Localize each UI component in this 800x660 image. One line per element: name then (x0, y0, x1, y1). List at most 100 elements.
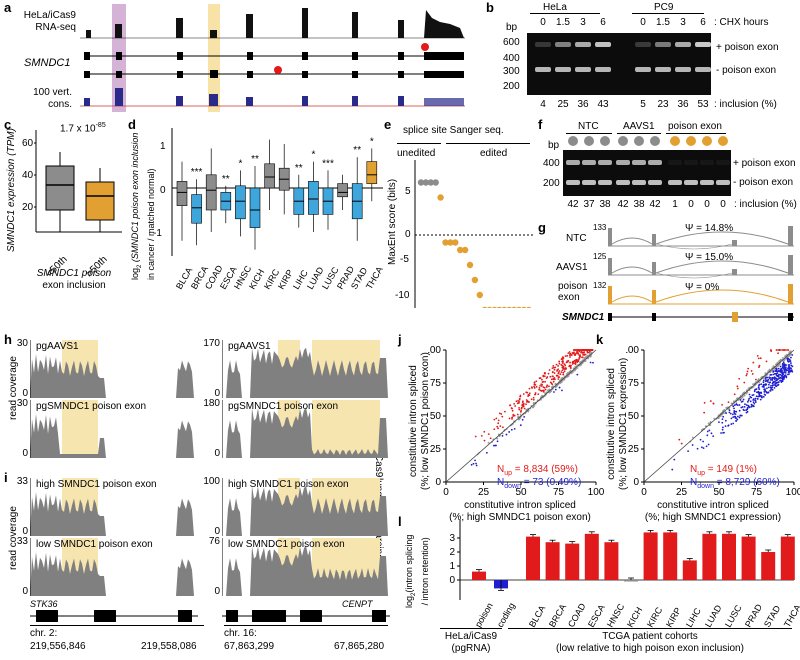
highlight-h-left-1 (62, 400, 98, 458)
band-f-plus-7 (684, 160, 698, 165)
xlabel-k: constitutive intron spliced (%; high SMN… (626, 500, 800, 524)
xlabel-j-line2: (%; high SMNDC1 poison exon) (449, 512, 591, 523)
score-dot-20 (516, 306, 522, 308)
box-brca (191, 179, 202, 246)
coverage-i-left-0 (30, 478, 202, 536)
svg-k-pt-blue-266 (766, 380, 769, 383)
svg-j-pt-red-282 (576, 349, 579, 351)
inclusion-b-5: 23 (657, 99, 669, 110)
track-max-i-left-0: 33 (16, 476, 28, 487)
svg-k-pt-blue-355 (735, 417, 738, 420)
bar-kirc (643, 532, 658, 580)
svg-j-pt-red-250 (525, 403, 527, 406)
svg-k-pt-blue-314 (791, 354, 794, 356)
svg-k-pt-blue-223 (788, 360, 790, 363)
svg-k-pt-red-4 (678, 438, 681, 441)
svg-j-pt-red-297 (553, 378, 555, 381)
band-b-minus-7 (695, 67, 711, 72)
svg-j-pt-blue-20 (492, 444, 495, 447)
svg-k-pt-red-7 (703, 411, 706, 414)
l-ytick-label-3: 0 (449, 575, 455, 586)
svg-k-pt-blue-356 (752, 404, 754, 407)
svg-j-pt-red-93 (500, 413, 503, 415)
svg-k-pt-blue-156 (748, 397, 751, 400)
svg-k-pt-blue-183 (736, 404, 739, 407)
svg-j-pt-red-315 (574, 361, 577, 364)
xlabel-c: SMNDC1 poison exon inclusion (24, 268, 124, 292)
svg-j-pt-red-38 (522, 393, 525, 395)
bar-kirp (663, 532, 678, 580)
svg-j-pt-red-270 (581, 349, 584, 351)
svg-k-pt-blue-246 (777, 367, 780, 370)
bar-brca (545, 542, 560, 580)
coverage-i-right-0 (222, 478, 388, 536)
svg-j-pt-red-15 (514, 405, 517, 407)
band-f-minus-0 (566, 180, 580, 185)
track-max-i-right-1: 76 (208, 536, 220, 547)
score-dot-5 (442, 239, 449, 246)
track-name-h-left-1: pgSMNDC1 poison exon (36, 401, 147, 412)
svg-j-pt-red-201 (562, 357, 565, 360)
svg-k-xtick-label-3: 75 (751, 487, 763, 498)
panel-h-label: h (4, 332, 12, 347)
track-ntc-name: NTC (566, 233, 587, 244)
svg-j-pt-red-259 (562, 360, 564, 363)
bar-label-4: COAD (566, 601, 588, 629)
svg-k-pt-red-37 (769, 349, 772, 351)
svg-j-pt-red-267 (551, 371, 554, 374)
track-min-i-left-0: 0 (22, 526, 28, 537)
svg-j-pt-blue-9 (519, 424, 522, 427)
svg-k-pt-blue-165 (790, 367, 793, 370)
group1-l: HeLa/iCas9 (pgRNA) (430, 631, 512, 655)
svg-j-pt-red-348 (511, 418, 513, 420)
group2-l: TCGA patient cohorts (low relative to hi… (508, 631, 792, 655)
svg-j-pt-red-352 (557, 365, 560, 367)
svg-j-pt-red-233 (565, 361, 568, 364)
svg-j-pt-red-256 (562, 371, 565, 374)
svg-j-pt-red-280 (533, 387, 536, 389)
cohort-labels-d: BLCA BRCA COAD ESCA HNSC KICH KIRC KIRP LIHC LUAD… (170, 256, 385, 296)
svg-k-pt-blue-98 (770, 384, 772, 387)
svg-j-pt-red-2 (504, 410, 506, 413)
band-f-minus: - poison exon (733, 177, 794, 188)
l-ytick-label-2: 1 (449, 561, 455, 572)
svg-k-pt-blue-327 (775, 381, 778, 384)
svg-k-pt-blue-320 (781, 363, 784, 366)
svg-k-pt-red-18 (758, 364, 761, 367)
inclusion-label-b: : inclusion (%) (714, 99, 777, 110)
ytick-d-0: 0 (160, 185, 166, 196)
track-max-h-left-1: 30 (16, 398, 28, 409)
svg-j-pt-red-104 (540, 383, 543, 386)
chr-right: chr. 16: (224, 628, 257, 639)
svg-j-pt-red-286 (495, 417, 498, 420)
sashimi-poison (608, 284, 794, 305)
svg-k-pt-blue-335 (790, 370, 793, 372)
svg-k-pt-blue-50 (758, 388, 761, 391)
gene-name-g: SMNDC1 (562, 312, 605, 323)
svg-j-pt-grey-254 (583, 357, 586, 360)
gene-model-cenpt (222, 610, 390, 622)
coord-right-end: 67,865,280 (334, 641, 385, 652)
svg-k-pt-blue-31 (732, 422, 735, 425)
lane-dot-f-2 (600, 136, 610, 146)
inclusion-f-8: 0 (704, 199, 710, 210)
svg-k-pt-blue-255 (771, 382, 774, 385)
svg-k-pt-blue-321 (739, 399, 742, 401)
svg-j-pt-red-106 (539, 389, 542, 392)
svg-j-pt-red-130 (573, 349, 576, 351)
svg-j-pt-red-357 (571, 361, 574, 364)
svg-j-pt-red-341 (516, 413, 519, 416)
svg-j-pt-red-187 (552, 380, 555, 383)
track-name-i-right-0: high SMNDC1 poison exon (228, 479, 349, 490)
ytick-e-0: 0 (405, 229, 411, 240)
svg-k-pt-blue-191 (731, 413, 734, 416)
svg-k-pt-blue-41 (705, 445, 708, 448)
svg-j-pt-red-131 (516, 402, 519, 405)
svg-j-pt-red-355 (522, 400, 524, 403)
xlabel-c-line2: exon inclusion (42, 280, 106, 291)
svg-j-pt-red-198 (543, 375, 546, 378)
group2-l-line1: TCGA patient cohorts (602, 631, 698, 642)
svg-j-pt-red-138 (558, 376, 561, 379)
svg-j-pt-red-333 (572, 352, 575, 355)
svg-k-pt-blue-204 (764, 384, 767, 386)
